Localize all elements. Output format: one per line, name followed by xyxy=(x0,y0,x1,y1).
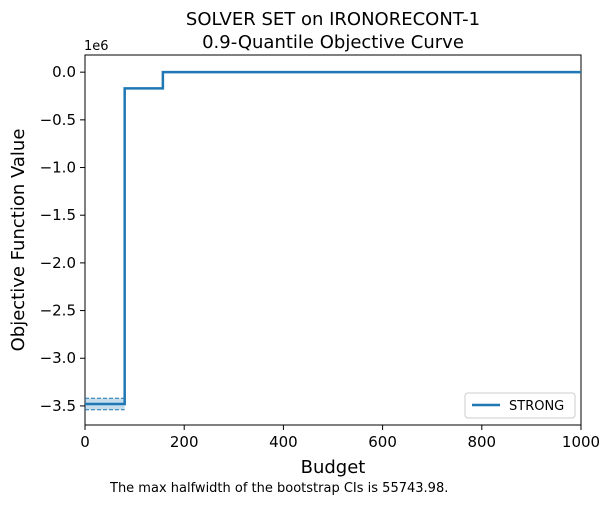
y-tick-label: −0.5 xyxy=(40,111,76,129)
x-axis-ticks: 0 200 400 600 800 1000 xyxy=(80,425,600,451)
legend: STRONG xyxy=(464,392,576,419)
x-tick-label: 400 xyxy=(269,433,298,451)
y-offset-label: 1e6 xyxy=(84,39,109,54)
chart-title-line2: 0.9-Quantile Objective Curve xyxy=(202,32,464,53)
series-line-strong xyxy=(85,70,581,406)
x-tick-label: 800 xyxy=(467,433,496,451)
y-axis-ticks: 0.0 −0.5 −1.0 −1.5 −2.0 −2.5 −3.0 −3.5 xyxy=(40,63,85,415)
y-tick-label: −1.0 xyxy=(40,159,76,177)
x-tick-label: 200 xyxy=(170,433,199,451)
x-axis-label: Budget xyxy=(301,457,366,478)
y-axis-label: Objective Function Value xyxy=(8,129,29,352)
legend-box xyxy=(464,392,576,419)
y-tick-label: −2.5 xyxy=(40,302,76,320)
chart-title-line1: SOLVER SET on IRONORECONT-1 xyxy=(186,9,480,30)
y-tick-label: −2.0 xyxy=(40,254,76,272)
y-tick-label: 0.0 xyxy=(52,63,76,81)
y-tick-label: −1.5 xyxy=(40,206,76,224)
plot-frame xyxy=(84,54,582,426)
x-tick-label: 600 xyxy=(368,433,397,451)
x-tick-label: 1000 xyxy=(562,433,600,451)
series-layer xyxy=(85,70,581,406)
legend-label-strong: STRONG xyxy=(509,399,564,414)
bootstrap-ci-note: The max halfwidth of the bootstrap CIs i… xyxy=(109,481,448,496)
y-tick-label: −3.0 xyxy=(40,349,76,367)
y-tick-label: −3.5 xyxy=(40,397,76,415)
x-tick-label: 0 xyxy=(80,433,90,451)
